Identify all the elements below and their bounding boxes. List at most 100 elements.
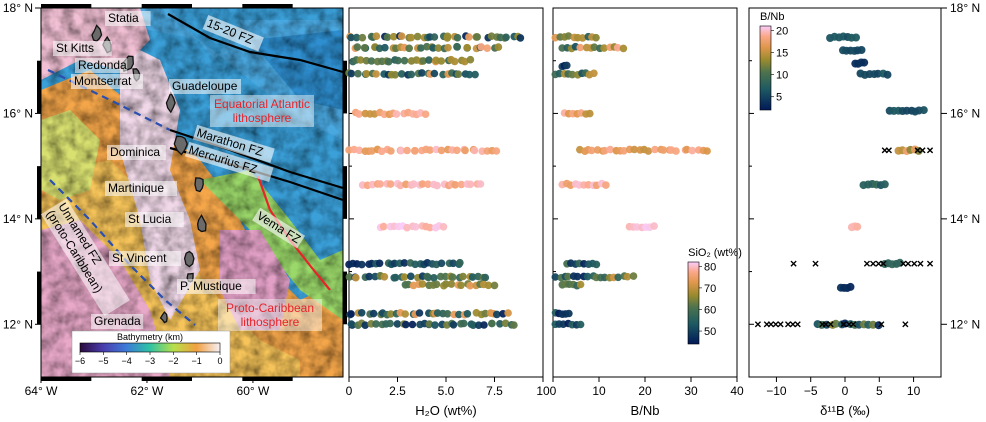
data-point bbox=[602, 181, 610, 189]
data-point bbox=[369, 309, 378, 318]
data-point bbox=[606, 145, 614, 154]
map-frame-ticks bbox=[37, 4, 347, 381]
data-point bbox=[397, 70, 406, 78]
x-axis-label: H₂O (wt%) bbox=[415, 403, 476, 418]
colorbar bbox=[759, 25, 772, 111]
data-point bbox=[492, 147, 501, 155]
data-point bbox=[453, 42, 461, 51]
data-point bbox=[459, 272, 467, 281]
data-point bbox=[831, 319, 840, 328]
data-point bbox=[443, 32, 452, 41]
data-point bbox=[357, 309, 366, 317]
bathymetry-colorbar-tick-label: −1 bbox=[192, 356, 202, 366]
data-point bbox=[451, 181, 460, 189]
colorbar-tick-label: 15 bbox=[776, 48, 788, 60]
data-point bbox=[347, 310, 355, 318]
bathymetry-colorbar-tick-label: −3 bbox=[145, 356, 155, 366]
data-point bbox=[448, 273, 457, 282]
bathymetry-colorbar-tick-label: −5 bbox=[98, 356, 108, 366]
data-point bbox=[483, 44, 492, 52]
data-point bbox=[463, 43, 471, 52]
data-point bbox=[587, 146, 596, 155]
map-frame-bar bbox=[343, 166, 347, 219]
data-point bbox=[490, 281, 499, 290]
map-frame-bar bbox=[343, 60, 347, 114]
data-point bbox=[362, 70, 371, 78]
x-marker-point bbox=[789, 321, 796, 328]
data-point bbox=[688, 146, 696, 155]
data-point bbox=[419, 57, 428, 65]
map-frame-bar bbox=[37, 271, 41, 325]
data-point bbox=[466, 55, 475, 64]
colorbar-tick-label: 70 bbox=[704, 283, 716, 295]
fracture-zone-label-bg bbox=[184, 141, 274, 182]
data-point bbox=[354, 69, 362, 78]
island-label: Dominica bbox=[110, 145, 160, 159]
island-label-bg bbox=[53, 41, 112, 56]
data-point bbox=[411, 260, 420, 269]
x-marker-point bbox=[822, 321, 829, 328]
island-shape bbox=[194, 177, 204, 193]
data-point bbox=[355, 146, 364, 155]
x-tick-label: 10 bbox=[536, 384, 550, 398]
fracture-zone-label-bg bbox=[192, 124, 275, 163]
b-nb-panel: 0 10 20 30 40 B/Nb SiO₂ (wt%) 50 60 70 80 bbox=[550, 7, 744, 418]
data-point bbox=[853, 222, 862, 231]
data-point bbox=[437, 146, 446, 155]
d11b-panel: −10 −5 0 5 10 δ¹¹B (‰) B/Nb 5 10 15 20 18° N 16° N 14… bbox=[748, 1, 980, 418]
x-tick-label: 5 bbox=[876, 384, 883, 398]
data-point bbox=[430, 274, 438, 282]
data-point bbox=[403, 146, 411, 155]
data-point bbox=[493, 310, 501, 319]
data-point bbox=[405, 44, 414, 53]
region-label: lithosphere bbox=[233, 111, 292, 125]
data-point bbox=[883, 70, 892, 79]
data-point bbox=[590, 69, 598, 78]
x-marker-point bbox=[870, 260, 877, 267]
data-point bbox=[592, 260, 601, 269]
data-point bbox=[437, 57, 446, 65]
data-point bbox=[356, 56, 365, 64]
data-point bbox=[455, 310, 463, 319]
data-point bbox=[358, 260, 366, 269]
data-point bbox=[407, 272, 415, 281]
data-point bbox=[376, 180, 385, 188]
colorbar-title: SiO₂ (wt%) bbox=[688, 247, 742, 259]
x-tick-label: 0 bbox=[842, 384, 849, 398]
data-point bbox=[352, 273, 360, 282]
data-point bbox=[386, 180, 395, 188]
data-point bbox=[407, 70, 416, 79]
data-point bbox=[651, 145, 659, 154]
data-point bbox=[413, 32, 422, 41]
x-tick-label: 2.5 bbox=[389, 384, 406, 398]
region-label-bg bbox=[210, 95, 314, 127]
x-tick-label: 0 bbox=[550, 384, 557, 398]
data-point bbox=[504, 309, 512, 317]
data-point bbox=[358, 33, 367, 42]
data-point bbox=[432, 280, 441, 289]
data-point bbox=[619, 44, 628, 53]
data-point bbox=[372, 70, 380, 78]
x-marker-point bbox=[914, 147, 921, 154]
data-point bbox=[484, 281, 493, 290]
x-marker-point bbox=[794, 321, 801, 328]
data-point bbox=[426, 223, 434, 232]
data-point bbox=[600, 44, 608, 52]
region-label-bg bbox=[218, 299, 322, 331]
data-point bbox=[408, 320, 417, 329]
island-shape bbox=[183, 250, 195, 268]
data-point bbox=[576, 320, 585, 329]
x-marker-point bbox=[904, 260, 912, 267]
colorbar-tick-label: 60 bbox=[704, 304, 716, 316]
x-tick-label: 20 bbox=[638, 384, 652, 398]
data-point bbox=[418, 69, 426, 77]
data-point bbox=[379, 222, 388, 231]
data-point bbox=[576, 280, 585, 289]
region-label: lithosphere bbox=[241, 315, 300, 329]
map-lat-tick-label: 16° N bbox=[3, 106, 33, 120]
data-point bbox=[377, 147, 386, 156]
x-marker-point bbox=[919, 147, 926, 154]
data-point bbox=[424, 180, 432, 188]
island-label-bg bbox=[177, 279, 256, 294]
